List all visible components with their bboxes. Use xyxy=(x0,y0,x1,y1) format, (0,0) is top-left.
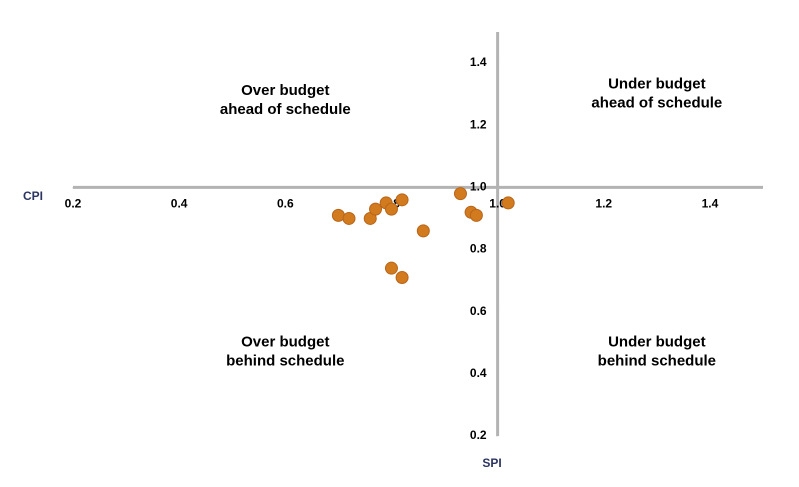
y-tick-label: 0.2 xyxy=(470,428,487,442)
x-tick-label: 0.2 xyxy=(65,197,82,211)
quadrant-label: Over budget xyxy=(241,82,329,99)
y-tick-label: 0.6 xyxy=(470,304,487,318)
data-point xyxy=(342,211,356,225)
x-tick-label: 1.2 xyxy=(595,197,612,211)
quadrant-label: Under budget xyxy=(608,76,706,93)
y-tick-label: 1.4 xyxy=(470,55,487,69)
x-tick-label: 0.4 xyxy=(171,197,188,211)
quadrant-label: behind schedule xyxy=(226,353,344,370)
y-tick-label: 1.2 xyxy=(470,117,487,131)
x-tick-label: 1.0 xyxy=(489,197,506,211)
x-tick-label: 1.4 xyxy=(702,197,719,211)
y-axis-title: CPI xyxy=(23,189,43,203)
data-point xyxy=(416,224,430,238)
y-tick-label: 0.8 xyxy=(470,242,487,256)
x-axis-title: SPI xyxy=(482,456,501,470)
data-point xyxy=(453,187,467,201)
quadrant-label: behind schedule xyxy=(598,353,716,370)
x-tick-label: 0.6 xyxy=(277,197,294,211)
quadrant-label: Over budget xyxy=(241,334,329,351)
data-point xyxy=(384,202,398,216)
data-point xyxy=(369,202,383,216)
data-point xyxy=(331,208,345,222)
data-point xyxy=(395,193,409,207)
quadrant-label: ahead of schedule xyxy=(591,95,722,112)
quadrant-label: Under budget xyxy=(608,334,706,351)
data-point xyxy=(501,196,515,210)
data-point xyxy=(395,271,409,285)
y-tick-label: 0.4 xyxy=(470,366,487,380)
y-tick-label: 1.0 xyxy=(470,180,487,194)
data-point xyxy=(469,208,483,222)
data-point xyxy=(384,261,398,275)
quadrant-label: ahead of schedule xyxy=(220,101,351,118)
